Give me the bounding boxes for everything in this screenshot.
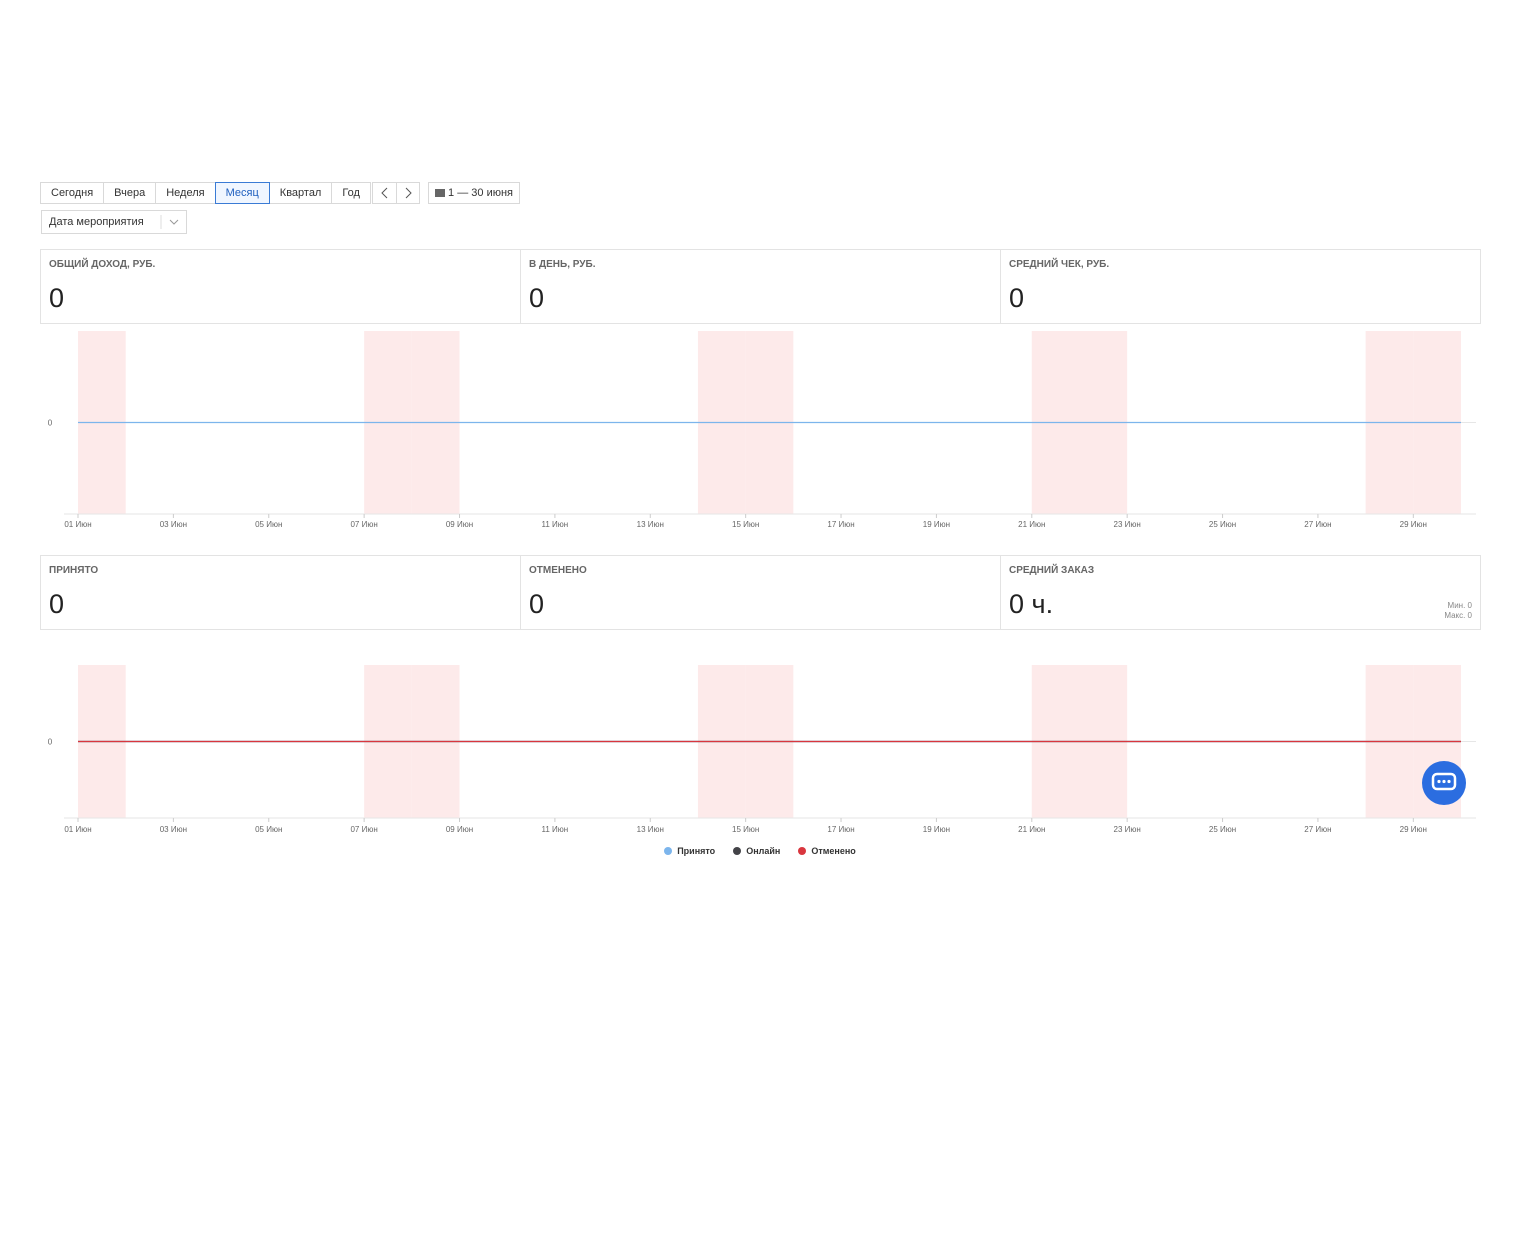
stat-value: 0 [49,589,65,619]
x-tick-label: 25 Июн [1209,520,1236,529]
y-tick-label: 0 [48,738,53,747]
legend-dot [733,847,742,855]
stat-value: 0 ч. [1009,589,1054,619]
stat-card: СРЕДНИЙ ЗАКАЗ 0 ч. Мин. 0 Макс. 0 [1000,556,1480,629]
stat-card: ОБЩИЙ ДОХОД, РУБ. 0 [41,250,520,323]
period-button[interactable]: Неделя [155,182,216,204]
nav-arrows [372,182,420,204]
x-tick-label: 13 Июн [637,520,664,529]
x-tick-label: 03 Июн [160,520,187,529]
stat-value: 0 [49,283,65,313]
legend-item[interactable]: Онлайн [733,846,780,856]
date-field-text: Дата мероприятия [49,216,144,228]
period-button[interactable]: Вчера [103,182,157,204]
stat-value: 0 [1009,283,1025,313]
period-button[interactable]: Месяц [214,182,270,204]
legend-label: Отменено [811,846,856,856]
legend-label: Онлайн [746,846,781,856]
stat-label: ПРИНЯТО [49,565,99,576]
x-tick-label: 23 Июн [1114,825,1141,834]
chart-bottom: 0 01 Июн 03 Июн 05 Июн 07 Июн 09 Июн 11 Июн 13 … [48,665,1476,834]
stat-card: СРЕДНИЙ ЧЕК, РУБ. 0 [1000,250,1480,323]
chat-button[interactable] [1421,760,1467,806]
stat-min: Мин. 0 [1447,601,1472,610]
next-button[interactable] [395,183,420,203]
stat-card: ПРИНЯТО 0 [41,556,520,629]
date-field-select[interactable]: Дата мероприятия [41,210,187,234]
x-tick-label: 15 Июн [732,825,759,834]
legend: Принято Онлайн Отменено [0,846,1520,856]
legend-label: Принято [677,846,716,856]
y-tick-label: 0 [48,419,53,428]
x-tick-label: 11 Июн [542,520,569,529]
legend-item[interactable]: Принято [664,846,715,856]
x-tick-label: 03 Июн [160,825,187,834]
x-tick-label: 19 Июн [923,825,950,834]
legend-dot [664,847,673,855]
x-tick-label: 13 Июн [637,825,664,834]
x-tick-label: 25 Июн [1209,825,1236,834]
x-tick-label: 27 Июн [1304,520,1331,529]
x-tick-label: 17 Июн [827,520,854,529]
prev-button[interactable] [373,183,396,203]
x-tick-label: 23 Июн [1114,520,1141,529]
stat-label: ОТМЕНЕНО [529,565,587,576]
stat-label: СРЕДНИЙ ЗАКАЗ [1009,565,1095,576]
stat-value: 0 [529,283,545,313]
x-tick-label: 17 Июн [827,825,854,834]
x-tick-label: 29 Июн [1400,520,1427,529]
stat-card: В ДЕНЬ, РУБ. 0 [520,250,1000,323]
calendar-icon [434,189,445,197]
stat-max: Макс. 0 [1444,611,1472,620]
dropdown-icon [160,215,179,229]
x-tick-label: 19 Июн [923,520,950,529]
legend-item[interactable]: Отменено [798,846,856,856]
x-tick-label: 11 Июн [542,825,569,834]
x-tick-label: 05 Июн [255,520,282,529]
x-tick-label: 01 Июн [64,520,91,529]
period-selector: Сегодня Вчера Неделя Месяц Квартал Год [40,182,371,204]
x-tick-label: 21 Июн [1018,825,1045,834]
period-button[interactable]: Год [331,182,371,204]
stats-bottom: ПРИНЯТО 0 ОТМЕНЕНО 0 СРЕДНИЙ ЗАКАЗ 0 ч. Мин. 0… [40,555,1481,630]
x-tick-label: 01 Июн [64,825,91,834]
chart-top: 0 01 Июн 03 Июн 05 Июн 07 Июн 09 Июн 11 Июн 13 … [48,331,1476,529]
stats-top: ОБЩИЙ ДОХОД, РУБ. 0 В ДЕНЬ, РУБ. 0 СРЕДНИЙ Ч… [40,249,1481,324]
x-tick-label: 15 Июн [732,520,759,529]
stat-label: ОБЩИЙ ДОХОД, РУБ. [49,259,156,270]
stat-value: 0 [529,589,545,619]
period-button[interactable]: Сегодня [40,182,105,204]
stat-label: В ДЕНЬ, РУБ. [529,259,596,270]
x-tick-label: 07 Июн [350,520,377,529]
date-range[interactable]: 1 — 30 июня [428,182,520,204]
x-tick-label: 27 Июн [1304,825,1331,834]
legend-dot [798,847,807,855]
x-tick-label: 21 Июн [1018,520,1045,529]
stat-label: СРЕДНИЙ ЧЕК, РУБ. [1009,259,1110,270]
x-tick-label: 07 Июн [350,825,377,834]
stat-card: ОТМЕНЕНО 0 [520,556,1000,629]
x-tick-label: 29 Июн [1400,825,1427,834]
x-tick-label: 09 Июн [446,825,473,834]
x-tick-label: 09 Июн [446,520,473,529]
x-tick-label: 05 Июн [255,825,282,834]
date-range-text: 1 — 30 июня [448,187,513,199]
